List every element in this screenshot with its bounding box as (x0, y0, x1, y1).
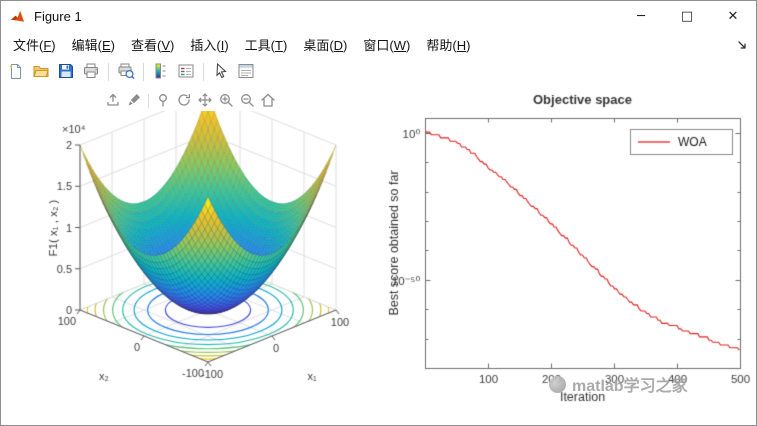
figure-toolbar (1, 58, 756, 86)
dock-figure-icon[interactable] (737, 39, 749, 51)
export-icon (105, 92, 121, 111)
window-title: Figure 1 (34, 8, 82, 24)
insert-colorbar-button[interactable] (149, 60, 173, 84)
home-icon (260, 92, 276, 111)
close-button[interactable]: ✕ (710, 1, 756, 31)
insert-legend-button[interactable] (174, 60, 198, 84)
edit-plot-button[interactable] (209, 60, 233, 84)
property-inspector-button[interactable] (234, 60, 258, 84)
pan-button[interactable] (195, 91, 215, 111)
toolbar-separator (108, 63, 109, 81)
menu-item-d[interactable]: 桌面(D) (303, 38, 348, 53)
surface-plot-canvas[interactable] (41, 88, 376, 408)
property-inspector-icon (237, 62, 255, 83)
new-figure-icon (7, 62, 25, 83)
home-button[interactable] (258, 91, 278, 111)
menu-item-t[interactable]: 工具(T) (244, 38, 288, 53)
open-file-icon (32, 62, 50, 83)
print-preview-icon (117, 62, 135, 83)
zoom-out-icon (239, 92, 255, 111)
print-figure-button[interactable] (79, 60, 103, 84)
save-figure-button[interactable] (54, 60, 78, 84)
print-figure-icon (82, 62, 100, 83)
datatips-icon (155, 92, 171, 111)
rotate-button[interactable] (174, 91, 194, 111)
menu-bar: 文件(F) 编辑(E) 查看(V) 插入(I) 工具(T) 桌面(D) 窗口(W) 帮助(H) (1, 31, 756, 58)
minimize-button[interactable]: ─ (618, 1, 664, 31)
menu-item-h[interactable]: 帮助(H) (426, 38, 471, 53)
convergence-plot-canvas[interactable] (386, 88, 756, 424)
new-figure-button[interactable] (4, 60, 28, 84)
window-controls: ─ □ ✕ (618, 1, 756, 31)
matlab-logo-icon (10, 8, 26, 24)
export-button[interactable] (103, 91, 123, 111)
brush-icon (126, 92, 142, 111)
axes-toolbar-separator (148, 94, 149, 108)
menu-item-f[interactable]: 文件(F) (13, 38, 56, 53)
toolbar-separator (203, 63, 204, 81)
open-file-button[interactable] (29, 60, 53, 84)
zoom-out-button[interactable] (237, 91, 257, 111)
axes-toolbar (103, 91, 278, 111)
print-preview-button[interactable] (114, 60, 138, 84)
pan-icon (197, 92, 213, 111)
edit-plot-icon (212, 62, 230, 83)
zoom-in-icon (218, 92, 234, 111)
menu-item-v[interactable]: 查看(V) (131, 38, 175, 53)
rotate-icon (176, 92, 192, 111)
figure-canvas-area: matlab学习之家 (1, 86, 756, 425)
menu-item-e[interactable]: 编辑(E) (71, 38, 115, 53)
menu-item-i[interactable]: 插入(I) (190, 38, 229, 53)
insert-legend-icon (177, 62, 195, 83)
toolbar-separator (143, 63, 144, 81)
maximize-button[interactable]: □ (664, 1, 710, 31)
brush-button[interactable] (124, 91, 144, 111)
zoom-in-button[interactable] (216, 91, 236, 111)
title-bar: Figure 1 ─ □ ✕ (1, 1, 756, 31)
insert-colorbar-icon (152, 62, 170, 83)
save-figure-icon (57, 62, 75, 83)
menu-item-w[interactable]: 窗口(W) (363, 38, 411, 53)
datatips-button[interactable] (153, 91, 173, 111)
